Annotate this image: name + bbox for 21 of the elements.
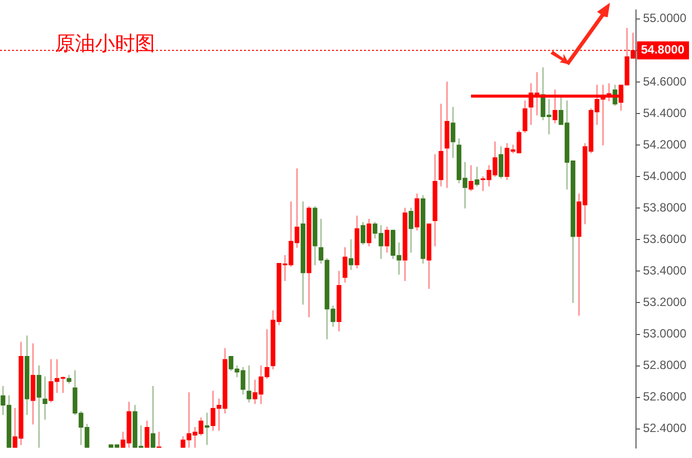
- y-tick-label: 52.8000: [643, 358, 687, 372]
- y-tick-label: 53.4000: [643, 263, 687, 278]
- y-tick-label: 54.6000: [643, 74, 687, 88]
- y-tick-label: 53.8000: [643, 200, 687, 214]
- candlestick: [204, 412, 210, 445]
- y-tick-label: 53.0000: [643, 326, 687, 341]
- candlestick: [348, 239, 354, 270]
- candlestick: [150, 386, 156, 448]
- y-tick-label: 53.6000: [643, 232, 687, 246]
- y-tick-label: 54.0000: [643, 168, 687, 183]
- y-tick-label: 54.4000: [643, 106, 687, 120]
- text: 原油小时图: [55, 31, 155, 56]
- candlestick: [444, 82, 450, 188]
- y-tick-label: 52.4000: [643, 421, 687, 436]
- y-tick-label: 54.2000: [643, 137, 687, 152]
- y-tick-label: 53.2000: [643, 295, 687, 310]
- ref-line-label: 54.8000: [641, 42, 685, 57]
- candlestick: [246, 365, 252, 402]
- y-tick-label: 55.0000: [643, 11, 687, 26]
- y-tick-label: 52.6000: [643, 390, 687, 404]
- candlestick: [42, 376, 48, 420]
